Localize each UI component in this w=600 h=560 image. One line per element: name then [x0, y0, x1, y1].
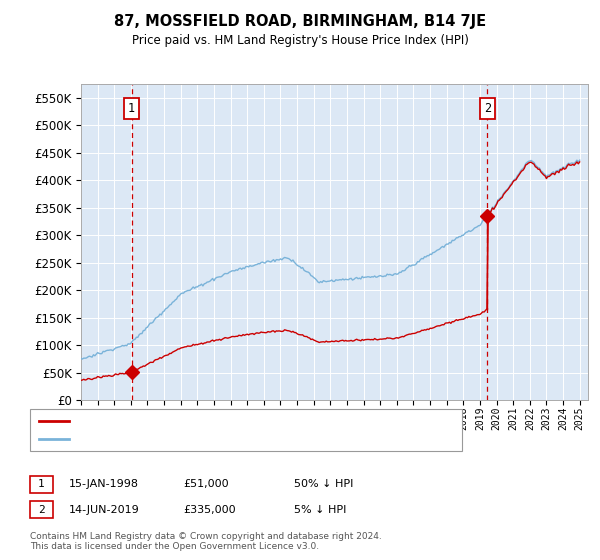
- Text: 14-JUN-2019: 14-JUN-2019: [69, 505, 140, 515]
- Text: 5% ↓ HPI: 5% ↓ HPI: [294, 505, 346, 515]
- Text: 87, MOSSFIELD ROAD, BIRMINGHAM, B14 7JE: 87, MOSSFIELD ROAD, BIRMINGHAM, B14 7JE: [114, 14, 486, 29]
- Text: 1: 1: [38, 479, 45, 489]
- Text: Price paid vs. HM Land Registry's House Price Index (HPI): Price paid vs. HM Land Registry's House …: [131, 34, 469, 46]
- Text: £51,000: £51,000: [183, 479, 229, 489]
- Text: £335,000: £335,000: [183, 505, 236, 515]
- Text: 2: 2: [38, 505, 45, 515]
- Text: 87, MOSSFIELD ROAD, BIRMINGHAM, B14 7JE (detached house): 87, MOSSFIELD ROAD, BIRMINGHAM, B14 7JE …: [74, 416, 403, 426]
- Text: 15-JAN-1998: 15-JAN-1998: [69, 479, 139, 489]
- Text: 1: 1: [128, 102, 135, 115]
- Text: Contains HM Land Registry data © Crown copyright and database right 2024.
This d: Contains HM Land Registry data © Crown c…: [30, 532, 382, 552]
- Text: HPI: Average price, detached house, Birmingham: HPI: Average price, detached house, Birm…: [74, 434, 331, 444]
- Text: 50% ↓ HPI: 50% ↓ HPI: [294, 479, 353, 489]
- Text: 2: 2: [484, 102, 491, 115]
